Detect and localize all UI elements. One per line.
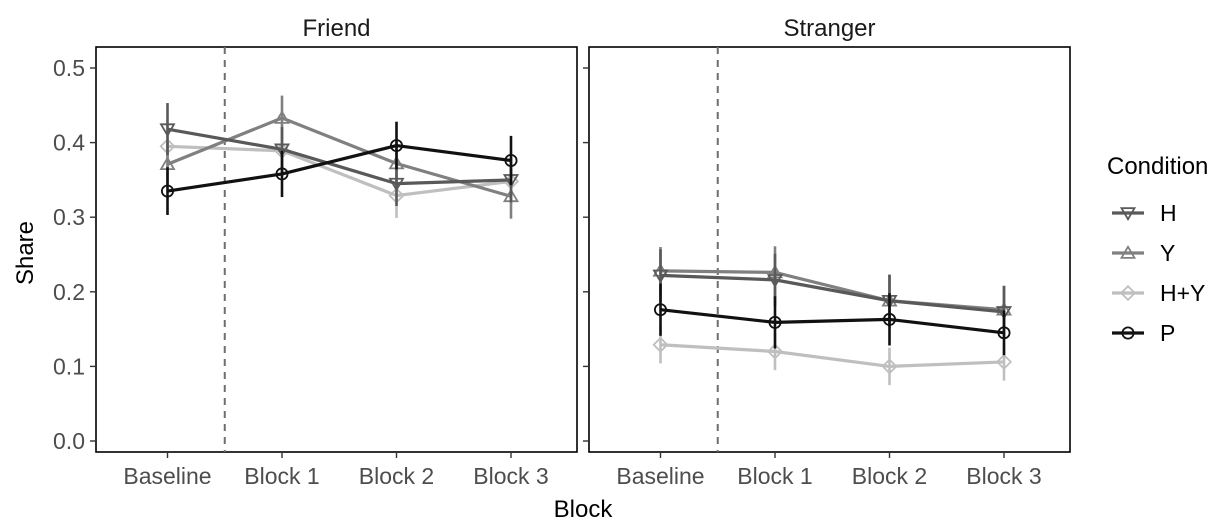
panel-2-point-H+Y-0 <box>652 336 669 353</box>
panel-2-series-hplusy <box>652 326 1013 386</box>
panel-1-x-tick-label-2: Block 2 <box>359 463 434 489</box>
panel-2-point-P-0 <box>654 303 668 317</box>
panel-2-point-H+Y-2 <box>881 358 898 375</box>
panel-1-series-p <box>160 121 518 215</box>
panel-2-x-tick-label-2: Block 2 <box>852 463 927 489</box>
panel-2-point-H-1 <box>766 274 784 288</box>
panel-2-x-tick-label-0: Baseline <box>616 463 704 489</box>
panel-1-point-H-2 <box>388 177 405 192</box>
x-axis-title: Block <box>554 496 614 521</box>
panel-2-point-H-0 <box>652 269 669 284</box>
y-tick-label-0: 0.0 <box>53 428 85 454</box>
panel-2-point-P-3 <box>997 326 1011 340</box>
legend-label-3: P <box>1160 320 1175 346</box>
panel-1-point-P-3 <box>504 154 518 168</box>
panel-1-point-P-0 <box>160 184 174 198</box>
panel-1-x-tick-label-1: Block 1 <box>244 463 319 489</box>
panel-1-point-H-1 <box>273 143 291 158</box>
y-tick-label-4: 0.4 <box>53 130 85 156</box>
panel-2-point-H-3 <box>995 306 1013 320</box>
y-tick-label-3: 0.3 <box>53 204 85 230</box>
panel-1-x-tick-label-3: Block 3 <box>473 463 548 489</box>
panel-2-point-H+Y-1 <box>766 343 784 360</box>
legend-title: Condition <box>1107 153 1208 180</box>
panel-1-line-H+Y <box>167 144 512 198</box>
panel-2-point-P-1 <box>768 315 782 329</box>
panel-2-series-p <box>654 283 1011 356</box>
panel-1-point-P-2 <box>389 139 403 153</box>
panel-2-line-P <box>660 308 1005 335</box>
legend-label-1: Y <box>1160 240 1175 266</box>
panel-2-point-P-2 <box>883 312 897 326</box>
panel-2-x-tick-label-1: Block 1 <box>737 463 812 489</box>
panel-2-line-H <box>660 273 1005 314</box>
panel-1-frame <box>95 46 578 453</box>
panel-2-frame <box>588 46 1071 453</box>
panel-1-line-H <box>167 127 512 186</box>
panel-1-point-H-0 <box>159 123 176 138</box>
panel-1-x-tick-label-0: Baseline <box>123 463 211 489</box>
y-tick-label-1: 0.1 <box>53 353 85 379</box>
legend-key-marker-2 <box>1119 284 1137 302</box>
legend-key-marker-1 <box>1119 245 1137 259</box>
y-tick-label-2: 0.2 <box>53 279 85 305</box>
y-tick-label-5: 0.5 <box>53 55 85 81</box>
panel-1-point-Y-1 <box>273 110 291 124</box>
legend-label-0: H <box>1160 200 1177 226</box>
panel-1-line-Y <box>166 116 512 198</box>
panel-1-line-P <box>167 143 512 193</box>
panel-2-line-H+Y <box>660 343 1005 368</box>
panel-2-strip-title: Stranger <box>783 15 875 42</box>
legend-label-2: H+Y <box>1160 280 1205 306</box>
y-axis-title: Share <box>12 221 39 285</box>
panel-1-point-P-1 <box>275 167 289 181</box>
panel-2-point-H+Y-3 <box>995 353 1013 370</box>
panel-2-x-tick-label-3: Block 3 <box>966 463 1041 489</box>
legend-key-marker-3 <box>1121 326 1135 340</box>
panel-1-strip-title: Friend <box>302 15 370 42</box>
legend: HY H+Y P <box>1112 200 1205 346</box>
legend-key-marker-0 <box>1119 207 1137 221</box>
